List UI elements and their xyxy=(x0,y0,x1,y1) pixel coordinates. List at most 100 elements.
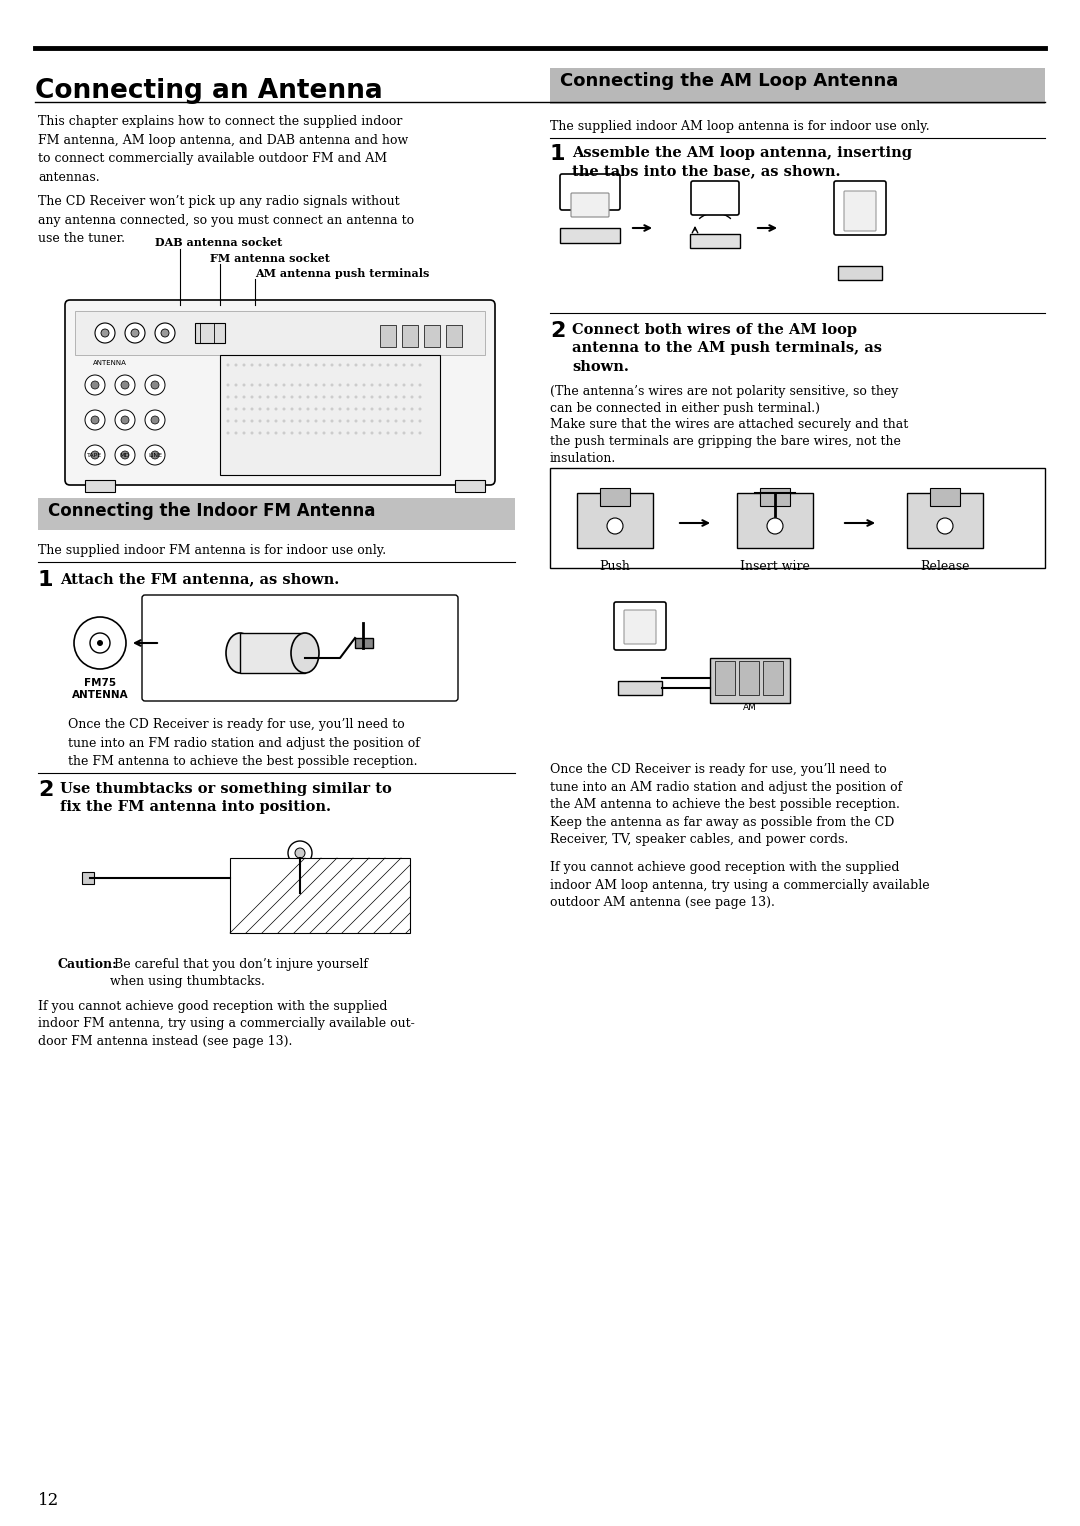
Circle shape xyxy=(330,395,334,398)
Circle shape xyxy=(378,432,381,435)
Circle shape xyxy=(419,395,421,398)
Circle shape xyxy=(403,395,405,398)
Circle shape xyxy=(363,407,365,410)
Circle shape xyxy=(314,420,318,423)
Circle shape xyxy=(314,363,318,366)
Text: The supplied indoor AM loop antenna is for indoor use only.: The supplied indoor AM loop antenna is f… xyxy=(550,121,930,133)
Circle shape xyxy=(283,432,285,435)
Bar xyxy=(75,311,485,356)
Circle shape xyxy=(85,446,105,465)
Circle shape xyxy=(283,363,285,366)
Circle shape xyxy=(298,383,301,386)
Circle shape xyxy=(347,432,350,435)
Circle shape xyxy=(314,395,318,398)
Circle shape xyxy=(156,324,175,343)
Circle shape xyxy=(378,420,381,423)
Circle shape xyxy=(394,395,397,398)
Circle shape xyxy=(354,407,357,410)
Circle shape xyxy=(291,432,294,435)
Circle shape xyxy=(363,383,365,386)
Bar xyxy=(446,325,462,346)
Circle shape xyxy=(267,363,270,366)
Circle shape xyxy=(251,363,254,366)
Bar xyxy=(762,661,783,694)
Circle shape xyxy=(145,410,165,430)
Circle shape xyxy=(91,382,99,389)
Text: The supplied indoor FM antenna is for indoor use only.: The supplied indoor FM antenna is for in… xyxy=(38,543,387,557)
Circle shape xyxy=(370,383,374,386)
Circle shape xyxy=(121,417,129,424)
Circle shape xyxy=(227,383,229,386)
Bar xyxy=(550,69,1045,104)
Text: Connecting the AM Loop Antenna: Connecting the AM Loop Antenna xyxy=(561,72,899,90)
Bar xyxy=(561,227,620,243)
Bar xyxy=(220,356,440,475)
Circle shape xyxy=(338,432,341,435)
Ellipse shape xyxy=(226,633,254,673)
Circle shape xyxy=(227,420,229,423)
Circle shape xyxy=(378,383,381,386)
Circle shape xyxy=(298,420,301,423)
Circle shape xyxy=(767,517,783,534)
Bar xyxy=(455,481,485,491)
Ellipse shape xyxy=(291,633,319,673)
Circle shape xyxy=(363,432,365,435)
Circle shape xyxy=(370,420,374,423)
Circle shape xyxy=(291,363,294,366)
Circle shape xyxy=(363,395,365,398)
Circle shape xyxy=(283,395,285,398)
Circle shape xyxy=(410,383,414,386)
Circle shape xyxy=(403,420,405,423)
Circle shape xyxy=(314,407,318,410)
Circle shape xyxy=(410,395,414,398)
Circle shape xyxy=(370,407,374,410)
FancyBboxPatch shape xyxy=(843,191,876,230)
Text: AM antenna push terminals: AM antenna push terminals xyxy=(255,269,430,279)
Text: AM: AM xyxy=(743,703,757,713)
Circle shape xyxy=(394,383,397,386)
Circle shape xyxy=(419,407,421,410)
Bar xyxy=(85,481,114,491)
Circle shape xyxy=(283,420,285,423)
Text: TAPE: TAPE xyxy=(87,453,103,458)
FancyBboxPatch shape xyxy=(691,182,739,215)
Circle shape xyxy=(251,432,254,435)
Circle shape xyxy=(298,407,301,410)
Bar xyxy=(715,661,735,694)
Bar xyxy=(195,324,225,343)
Circle shape xyxy=(410,407,414,410)
Circle shape xyxy=(307,383,310,386)
Circle shape xyxy=(267,432,270,435)
Circle shape xyxy=(298,432,301,435)
Circle shape xyxy=(114,446,135,465)
Circle shape xyxy=(419,383,421,386)
Circle shape xyxy=(607,517,623,534)
Circle shape xyxy=(338,407,341,410)
Circle shape xyxy=(283,407,285,410)
Circle shape xyxy=(102,330,109,337)
Circle shape xyxy=(387,363,390,366)
Text: Once the CD Receiver is ready for use, you’ll need to
tune into an AM radio stat: Once the CD Receiver is ready for use, y… xyxy=(550,763,902,845)
Circle shape xyxy=(97,639,103,645)
Circle shape xyxy=(295,848,305,858)
Text: FM antenna socket: FM antenna socket xyxy=(210,253,329,264)
Text: Make sure that the wires are attached securely and that
the push terminals are g: Make sure that the wires are attached se… xyxy=(550,418,908,465)
Circle shape xyxy=(95,324,114,343)
Circle shape xyxy=(419,432,421,435)
Circle shape xyxy=(85,410,105,430)
Circle shape xyxy=(363,420,365,423)
Bar xyxy=(82,871,94,884)
Bar xyxy=(380,325,396,346)
Circle shape xyxy=(291,420,294,423)
Circle shape xyxy=(151,382,159,389)
Circle shape xyxy=(338,383,341,386)
Circle shape xyxy=(347,420,350,423)
Circle shape xyxy=(291,407,294,410)
Circle shape xyxy=(251,383,254,386)
Circle shape xyxy=(243,432,245,435)
Circle shape xyxy=(121,452,129,459)
Circle shape xyxy=(298,395,301,398)
Circle shape xyxy=(387,420,390,423)
Text: Once the CD Receiver is ready for use, you’ll need to
tune into an FM radio stat: Once the CD Receiver is ready for use, y… xyxy=(68,719,420,768)
Text: Insert wire: Insert wire xyxy=(740,560,810,572)
